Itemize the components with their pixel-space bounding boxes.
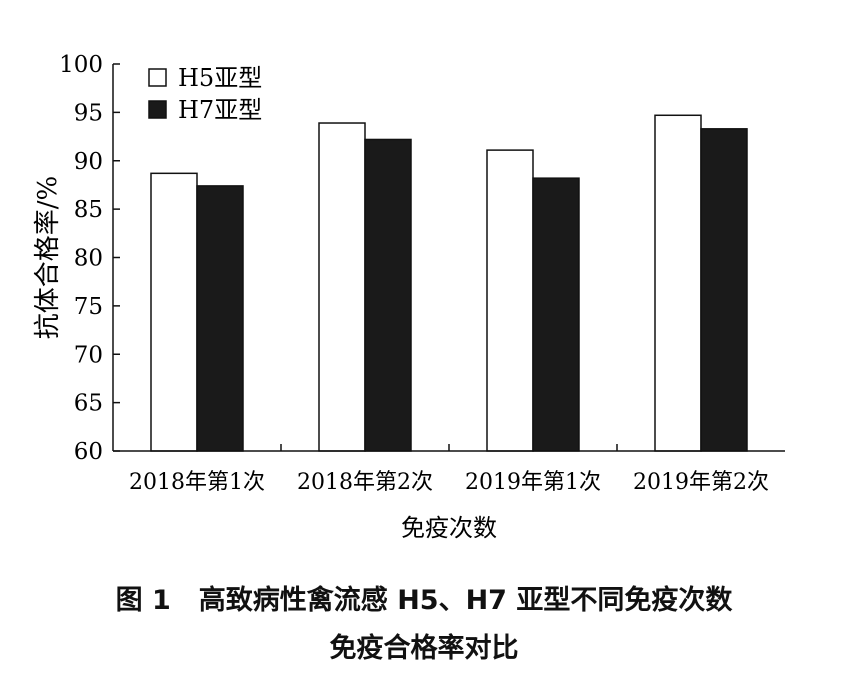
legend: H5亚型 H7亚型 [148, 64, 262, 124]
y-tick-label: 80 [74, 246, 103, 272]
bar-h7-1 [196, 185, 244, 452]
bars-group [150, 114, 748, 452]
bar-h5-2 [318, 122, 366, 452]
bar-h7-2 [364, 138, 412, 452]
y-tick-label: 85 [74, 197, 103, 223]
y-axis-label: 抗体合格率/% [33, 176, 63, 339]
x-ticks-group: 2018年第1次 2018年第2次 2019年第1次 2019年第2次 [129, 444, 769, 495]
bar-h5-3 [486, 149, 534, 452]
y-tick-label: 90 [74, 149, 103, 175]
x-tick-label: 2019年第1次 [465, 470, 601, 495]
y-tick-label: 70 [74, 342, 103, 368]
bar-h5-4 [654, 114, 702, 452]
figure-number: 图 1 [115, 585, 171, 616]
chart: 60 65 70 75 80 85 90 95 100 2018年第1次 2018年第2次 2019… [33, 52, 785, 542]
legend-label-h7: H7亚型 [178, 96, 262, 124]
x-axis-label: 免疫次数 [401, 514, 497, 542]
bar-h7-3 [532, 177, 580, 452]
y-ticks-group: 60 65 70 75 80 85 90 95 100 [59, 52, 120, 465]
bar-h5-1 [150, 172, 198, 452]
legend-label-h5: H5亚型 [178, 64, 262, 92]
y-tick-label: 65 [74, 391, 103, 417]
y-tick-label: 95 [74, 100, 103, 126]
bar-h7-4 [700, 128, 748, 452]
figure-caption-line-2: 免疫合格率对比 [329, 633, 519, 664]
legend-swatch-h5 [148, 68, 167, 87]
x-tick-label: 2018年第2次 [297, 470, 433, 495]
y-tick-label: 75 [74, 294, 103, 320]
x-tick-label: 2019年第2次 [633, 470, 769, 495]
legend-swatch-h7 [148, 100, 167, 119]
y-tick-label: 100 [59, 52, 103, 78]
x-tick-label: 2018年第1次 [129, 470, 265, 495]
figure-caption-title: 高致病性禽流感 H5、H7 亚型不同免疫次数 [198, 585, 733, 616]
figure-caption-line-1: 图 1 高致病性禽流感 H5、H7 亚型不同免疫次数 [0, 582, 848, 620]
y-tick-label: 60 [74, 439, 103, 465]
